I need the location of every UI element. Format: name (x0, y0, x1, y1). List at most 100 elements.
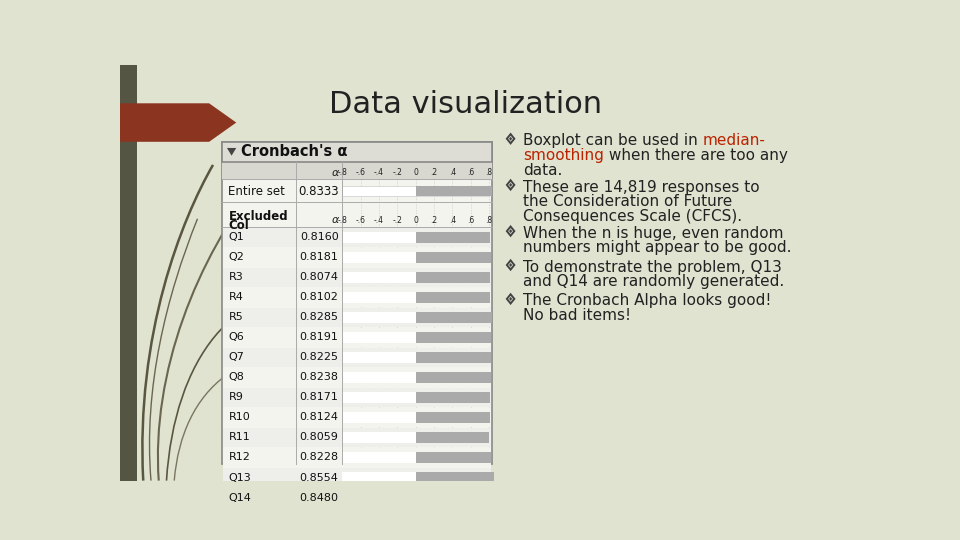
Text: 0.8059: 0.8059 (300, 433, 339, 442)
Text: Q14: Q14 (228, 492, 252, 503)
FancyBboxPatch shape (416, 186, 492, 197)
FancyBboxPatch shape (343, 232, 489, 242)
Text: When the n is huge, even random: When the n is huge, even random (523, 226, 783, 241)
FancyBboxPatch shape (416, 372, 492, 383)
Text: 0.8124: 0.8124 (300, 413, 339, 422)
FancyBboxPatch shape (343, 452, 489, 463)
Text: -.6: -.6 (356, 216, 366, 225)
FancyBboxPatch shape (416, 492, 493, 503)
FancyBboxPatch shape (343, 372, 489, 383)
Text: 0.8554: 0.8554 (300, 472, 339, 483)
FancyBboxPatch shape (223, 288, 492, 307)
FancyBboxPatch shape (343, 272, 489, 283)
FancyBboxPatch shape (223, 368, 492, 387)
FancyBboxPatch shape (223, 268, 492, 287)
Text: .2: .2 (430, 168, 438, 177)
FancyBboxPatch shape (343, 492, 489, 503)
Text: Data visualization: Data visualization (329, 90, 602, 119)
FancyBboxPatch shape (416, 392, 491, 403)
Polygon shape (227, 148, 236, 156)
Text: Consequences Scale (CFCS).: Consequences Scale (CFCS). (523, 209, 742, 224)
FancyBboxPatch shape (416, 452, 491, 463)
Text: R12: R12 (228, 453, 251, 462)
Text: R3: R3 (228, 272, 243, 282)
Text: Boxplot can be used in: Boxplot can be used in (523, 133, 703, 148)
Text: Q1: Q1 (228, 232, 244, 242)
Text: These are 14,819 responses to: These are 14,819 responses to (523, 179, 759, 194)
Text: 0.8181: 0.8181 (300, 252, 339, 262)
FancyBboxPatch shape (416, 252, 491, 262)
Text: R5: R5 (228, 312, 243, 322)
FancyBboxPatch shape (343, 412, 489, 423)
FancyBboxPatch shape (343, 186, 489, 197)
Text: 0.8171: 0.8171 (300, 393, 339, 402)
Text: Q7: Q7 (228, 353, 245, 362)
Text: .8: .8 (486, 216, 492, 225)
Text: .6: .6 (467, 168, 474, 177)
Text: .6: .6 (467, 216, 474, 225)
Text: 0.8238: 0.8238 (300, 373, 339, 382)
Text: Col: Col (228, 219, 250, 232)
Text: R10: R10 (228, 413, 251, 422)
FancyBboxPatch shape (223, 142, 492, 162)
Text: .8: .8 (486, 168, 492, 177)
Text: No bad items!: No bad items! (523, 308, 631, 323)
Text: 0.8191: 0.8191 (300, 333, 339, 342)
Text: -.4: -.4 (374, 216, 384, 225)
Text: 0.8102: 0.8102 (300, 292, 339, 302)
FancyBboxPatch shape (223, 448, 492, 468)
Polygon shape (509, 183, 513, 187)
FancyBboxPatch shape (223, 428, 492, 448)
FancyBboxPatch shape (416, 472, 494, 483)
Text: 0: 0 (413, 168, 419, 177)
FancyBboxPatch shape (416, 292, 490, 303)
FancyBboxPatch shape (343, 432, 489, 443)
Text: -.6: -.6 (356, 168, 366, 177)
Polygon shape (509, 297, 513, 301)
FancyBboxPatch shape (343, 332, 489, 343)
Text: R9: R9 (228, 393, 244, 402)
FancyBboxPatch shape (343, 292, 489, 303)
Text: .2: .2 (430, 216, 438, 225)
Text: 0.8228: 0.8228 (300, 453, 339, 462)
Text: -.2: -.2 (393, 216, 402, 225)
FancyBboxPatch shape (223, 348, 492, 367)
Text: when there are too any: when there are too any (604, 148, 788, 163)
FancyBboxPatch shape (416, 232, 491, 242)
FancyBboxPatch shape (343, 472, 489, 483)
FancyBboxPatch shape (223, 228, 492, 247)
Text: numbers might appear to be good.: numbers might appear to be good. (523, 240, 791, 255)
Text: -.4: -.4 (374, 168, 384, 177)
Text: -.2: -.2 (393, 168, 402, 177)
Text: smoothing: smoothing (523, 148, 604, 163)
Text: -.8: -.8 (338, 168, 348, 177)
Text: median-: median- (703, 133, 765, 148)
FancyBboxPatch shape (223, 328, 492, 347)
FancyBboxPatch shape (223, 468, 492, 488)
Polygon shape (509, 263, 513, 267)
Text: 0.8333: 0.8333 (298, 185, 339, 198)
Text: Q8: Q8 (228, 373, 245, 382)
Text: .4: .4 (448, 168, 456, 177)
Text: The Cronbach Alpha looks good!: The Cronbach Alpha looks good! (523, 294, 772, 308)
Text: Q13: Q13 (228, 472, 252, 483)
FancyBboxPatch shape (223, 162, 492, 179)
FancyBboxPatch shape (343, 252, 489, 262)
FancyBboxPatch shape (416, 332, 491, 343)
FancyBboxPatch shape (223, 388, 492, 408)
Text: and Q14 are randomly generated.: and Q14 are randomly generated. (523, 274, 784, 289)
Text: Q2: Q2 (228, 252, 245, 262)
FancyBboxPatch shape (223, 308, 492, 327)
FancyBboxPatch shape (343, 312, 489, 323)
FancyBboxPatch shape (343, 352, 489, 363)
Polygon shape (509, 137, 513, 140)
Polygon shape (120, 103, 236, 142)
FancyBboxPatch shape (223, 488, 492, 508)
Text: α: α (331, 167, 339, 178)
Text: 0.8074: 0.8074 (300, 272, 339, 282)
Text: 0.8480: 0.8480 (300, 492, 339, 503)
Text: 0.8285: 0.8285 (300, 312, 339, 322)
FancyBboxPatch shape (223, 248, 492, 267)
Text: R4: R4 (228, 292, 244, 302)
Bar (120, 65, 137, 481)
